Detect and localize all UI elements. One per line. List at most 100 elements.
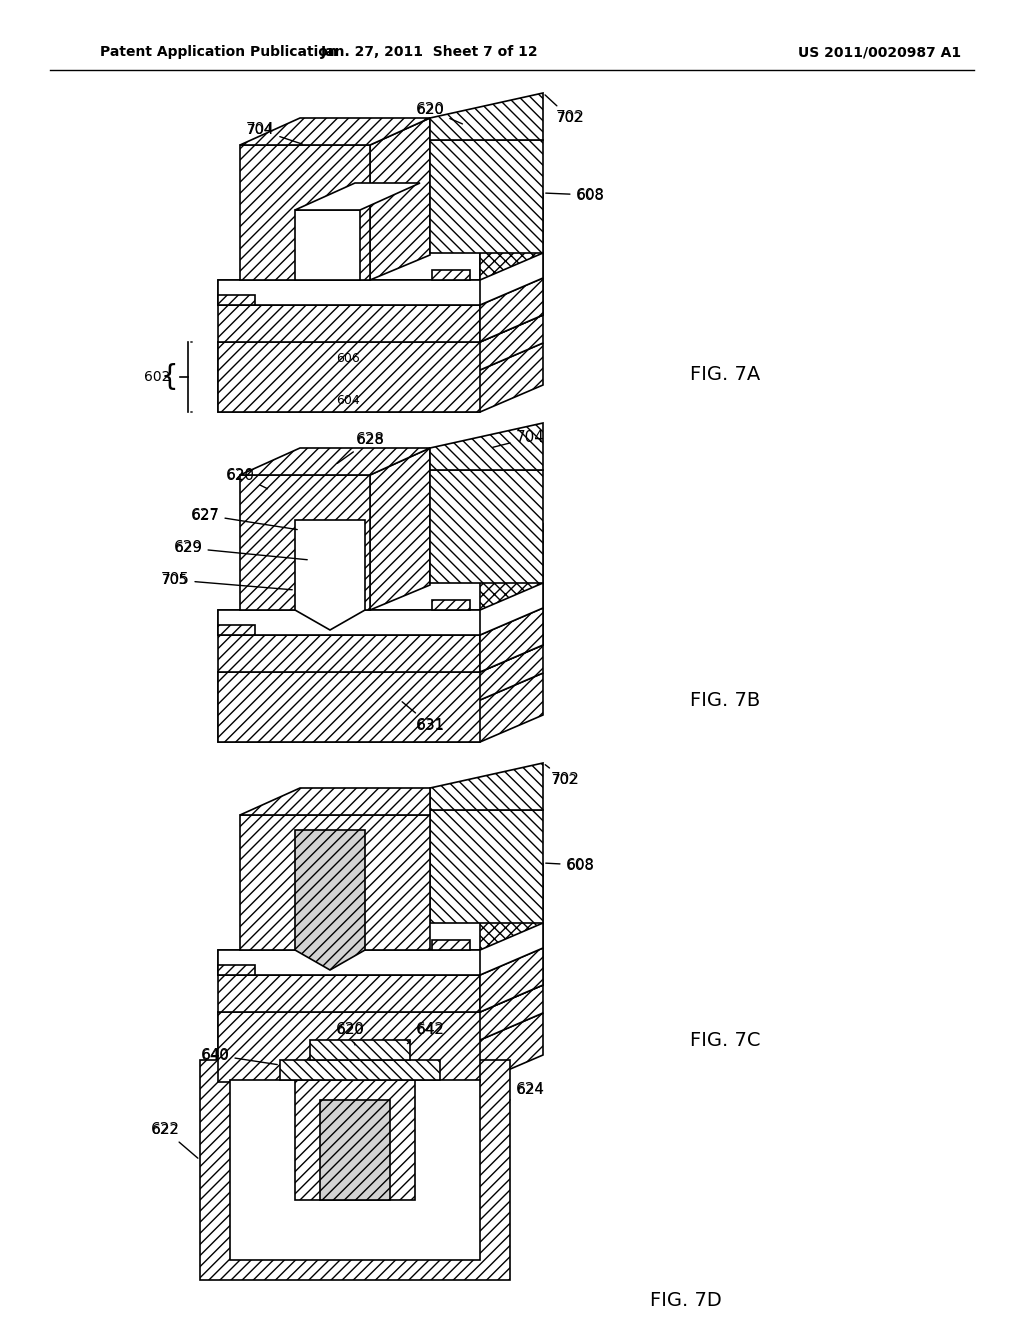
Text: 640: 640 [202, 1048, 228, 1063]
Polygon shape [218, 253, 543, 305]
Polygon shape [370, 117, 430, 280]
Text: 608: 608 [546, 858, 595, 873]
Polygon shape [218, 923, 543, 975]
Text: 702: 702 [552, 774, 579, 787]
Polygon shape [295, 210, 360, 280]
Polygon shape [370, 447, 430, 610]
Polygon shape [218, 965, 255, 975]
Polygon shape [220, 310, 540, 367]
Text: 622: 622 [151, 1122, 198, 1158]
Polygon shape [218, 294, 255, 305]
Polygon shape [480, 195, 540, 335]
Text: 627: 627 [190, 507, 297, 529]
Text: 628: 628 [337, 433, 384, 463]
Text: FIG. 7D: FIG. 7D [650, 1291, 722, 1309]
Polygon shape [230, 1080, 480, 1261]
Text: 631: 631 [402, 702, 444, 733]
Polygon shape [218, 315, 543, 370]
Text: 608: 608 [566, 858, 593, 873]
Polygon shape [430, 470, 543, 583]
Polygon shape [240, 145, 370, 280]
Text: 606: 606 [336, 351, 359, 364]
Text: 620: 620 [337, 1023, 364, 1038]
Polygon shape [310, 1040, 410, 1060]
Polygon shape [295, 830, 365, 970]
Polygon shape [218, 635, 480, 672]
Polygon shape [218, 624, 255, 635]
Polygon shape [240, 447, 430, 475]
Polygon shape [218, 305, 480, 342]
Polygon shape [430, 422, 543, 470]
Polygon shape [218, 950, 480, 975]
Text: Patent Application Publication: Patent Application Publication [100, 45, 338, 59]
Text: US 2011/0020987 A1: US 2011/0020987 A1 [799, 45, 962, 59]
Text: 624: 624 [510, 1082, 545, 1100]
Text: 642: 642 [417, 1023, 443, 1038]
Text: 704: 704 [517, 432, 543, 445]
Text: {: { [161, 363, 178, 391]
Text: 629: 629 [175, 541, 202, 554]
Text: 620: 620 [336, 1023, 365, 1045]
Polygon shape [218, 280, 480, 305]
Polygon shape [430, 92, 543, 140]
Polygon shape [220, 335, 480, 411]
Polygon shape [218, 1012, 543, 1082]
Text: 628: 628 [356, 433, 383, 447]
Polygon shape [240, 814, 430, 950]
Polygon shape [218, 583, 543, 635]
Polygon shape [480, 279, 543, 342]
Text: 702: 702 [545, 95, 585, 125]
Polygon shape [218, 975, 480, 1012]
Text: 622: 622 [152, 1123, 178, 1137]
Polygon shape [218, 672, 480, 742]
Text: 620: 620 [416, 103, 463, 124]
Text: 704: 704 [247, 123, 273, 137]
Text: 604: 604 [336, 393, 359, 407]
Text: 642: 642 [408, 1023, 444, 1044]
Polygon shape [480, 948, 543, 1012]
Text: 627: 627 [191, 508, 218, 521]
Polygon shape [218, 673, 543, 742]
Polygon shape [200, 1060, 510, 1280]
Text: FIG. 7B: FIG. 7B [690, 690, 760, 710]
Polygon shape [218, 610, 480, 635]
Polygon shape [218, 985, 543, 1040]
Polygon shape [295, 1080, 415, 1200]
Polygon shape [432, 940, 470, 950]
Polygon shape [480, 523, 543, 672]
Polygon shape [430, 140, 543, 253]
Text: 608: 608 [546, 187, 604, 202]
Polygon shape [480, 609, 543, 672]
Text: Jan. 27, 2011  Sheet 7 of 12: Jan. 27, 2011 Sheet 7 of 12 [322, 45, 539, 59]
Polygon shape [432, 601, 470, 610]
Polygon shape [430, 810, 543, 923]
Text: 702: 702 [557, 111, 583, 125]
Polygon shape [430, 763, 543, 810]
Polygon shape [295, 183, 420, 210]
Polygon shape [240, 475, 370, 610]
Text: 620: 620 [226, 469, 253, 482]
Text: 602: 602 [143, 370, 170, 384]
Text: 705: 705 [161, 573, 292, 590]
Text: 640: 640 [201, 1048, 278, 1064]
Text: FIG. 7C: FIG. 7C [690, 1031, 761, 1049]
Text: 631: 631 [417, 718, 443, 733]
Polygon shape [432, 271, 470, 280]
Text: 702: 702 [545, 764, 580, 788]
Polygon shape [220, 343, 540, 411]
Polygon shape [240, 788, 430, 814]
Polygon shape [480, 863, 543, 1012]
Polygon shape [280, 1060, 440, 1080]
Text: FIG. 7A: FIG. 7A [690, 366, 760, 384]
Text: 704: 704 [246, 123, 302, 144]
Polygon shape [240, 117, 430, 145]
Text: 620: 620 [417, 103, 443, 117]
Text: 608: 608 [577, 187, 603, 202]
Polygon shape [480, 193, 543, 342]
Text: 620: 620 [225, 467, 267, 488]
Text: 705: 705 [162, 573, 188, 587]
Polygon shape [218, 1012, 480, 1082]
Text: 624: 624 [517, 1082, 543, 1097]
Text: 704: 704 [493, 430, 545, 447]
Polygon shape [295, 520, 365, 630]
